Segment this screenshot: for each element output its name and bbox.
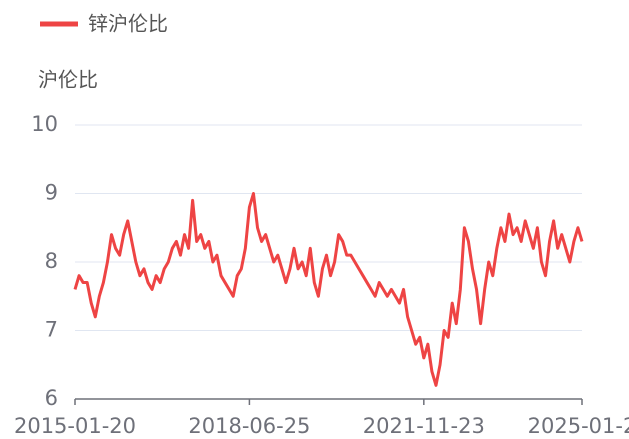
y-tick-label: 10 <box>31 112 58 136</box>
y-tick-label: 6 <box>45 386 58 410</box>
y-axis-label: 沪伦比 <box>38 68 98 92</box>
legend-label: 锌沪伦比 <box>88 12 168 36</box>
x-tick-label: 2025-01-2 <box>528 414 629 438</box>
x-tick-label: 2015-01-20 <box>14 414 136 438</box>
x-tick-label: 2021-11-23 <box>363 414 485 438</box>
x-tick-label: 2018-06-25 <box>188 414 310 438</box>
data-line <box>73 192 584 387</box>
y-tick-label: 8 <box>45 249 58 273</box>
y-tick-label: 7 <box>45 318 58 342</box>
y-tick-label: 9 <box>45 181 58 205</box>
